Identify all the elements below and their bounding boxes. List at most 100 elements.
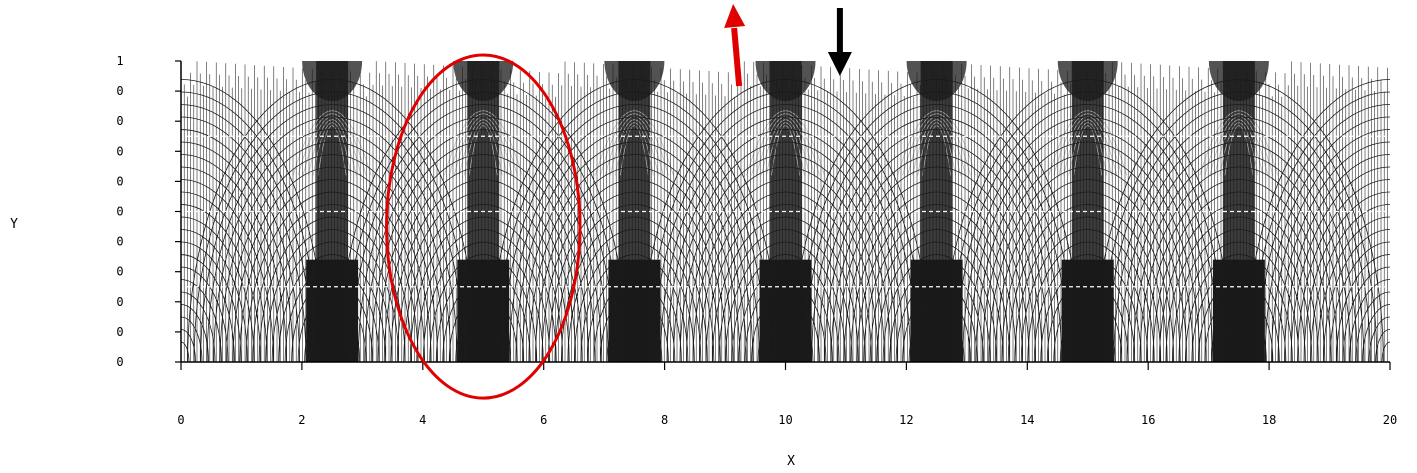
y-tick-label: 0	[116, 144, 123, 158]
x-tick-label: 20	[1383, 413, 1397, 427]
contour-line	[1355, 291, 1390, 362]
contour-line	[181, 291, 216, 362]
contour-line	[1033, 254, 1142, 362]
contour-arc	[1053, 113, 1123, 176]
contour-layer	[181, 61, 1390, 362]
contour-line	[429, 254, 538, 362]
contour-line	[547, 191, 721, 362]
contour-line	[751, 291, 820, 362]
contour-line	[856, 204, 1017, 362]
x-axis-ticks: 0 2 4 6 8 10 12 14 16 18 20	[177, 362, 1397, 427]
y-tick-label: 1	[116, 54, 123, 68]
y-axis-ticks: 0 0 0 0 0 0 0 0 0 0 1	[116, 54, 181, 369]
contour-line	[1132, 154, 1345, 362]
y-tick-label: 0	[116, 325, 123, 339]
contour-line	[1368, 316, 1390, 362]
contour-line	[528, 154, 741, 362]
contour-line	[1001, 191, 1175, 362]
contour-line	[442, 279, 525, 362]
contour-line	[1271, 129, 1390, 362]
contour-line	[181, 341, 190, 362]
contour-line	[955, 104, 1220, 362]
dark-column-cap	[755, 61, 816, 101]
contour-line	[422, 241, 544, 362]
contour-line	[660, 116, 911, 362]
contour-line	[370, 141, 596, 362]
contour-line	[344, 91, 622, 362]
contour-line	[181, 266, 229, 362]
contour-line	[757, 304, 814, 362]
contour-line	[1329, 241, 1390, 362]
contour-line	[908, 304, 965, 362]
contour-line	[1284, 154, 1390, 362]
contour-line	[508, 116, 760, 362]
contour-line	[1310, 204, 1390, 362]
contour-line	[351, 104, 616, 362]
contour-line	[599, 291, 669, 362]
contour-arc	[1199, 110, 1279, 176]
contour-line	[310, 316, 354, 362]
contour-line	[284, 266, 380, 362]
contour-line	[1230, 341, 1248, 362]
contour-line	[181, 241, 242, 362]
contour-line	[181, 166, 281, 362]
contour-line	[817, 129, 1056, 362]
contour-line	[981, 154, 1194, 362]
contour-line	[843, 179, 1030, 362]
y-tick-label: 0	[116, 84, 123, 98]
x-tick-label: 4	[419, 413, 426, 427]
contour-line	[612, 316, 656, 362]
y-tick-label: 0	[116, 265, 123, 279]
contour-line	[1316, 216, 1390, 362]
contour-line	[297, 291, 367, 362]
x-axis-title: X	[787, 454, 795, 469]
contour-line	[1040, 266, 1136, 362]
y-tick-label: 0	[116, 205, 123, 219]
y-tick-label: 0	[116, 295, 123, 309]
contour-line	[777, 341, 794, 362]
contour-line	[725, 241, 846, 362]
contour-line	[1375, 329, 1390, 362]
x-tick-label: 16	[1141, 413, 1155, 427]
contour-line	[181, 179, 274, 362]
contour-line	[895, 279, 978, 362]
contour-line	[1277, 141, 1390, 362]
contour-arc	[443, 110, 523, 176]
contour-line	[1059, 304, 1116, 362]
contour-line	[1158, 204, 1319, 362]
x-tick-label: 12	[899, 413, 913, 427]
y-tick-label: 0	[116, 235, 123, 249]
contour-line	[1126, 141, 1352, 362]
contour-arc	[297, 113, 367, 176]
contour-line	[1093, 79, 1384, 362]
contour-line	[942, 79, 1233, 362]
highlight-ellipse	[385, 53, 582, 400]
contour-line	[949, 91, 1227, 362]
contour-line	[1342, 266, 1390, 362]
contour-arc	[1204, 113, 1274, 176]
contour-line	[206, 116, 458, 362]
contour-line	[1053, 291, 1123, 362]
contour-line	[1197, 279, 1280, 362]
contour-line	[567, 229, 702, 362]
contour-line	[1323, 229, 1390, 362]
contour-line	[489, 79, 780, 362]
contour-line	[586, 266, 682, 362]
contour-line	[181, 191, 268, 362]
x-tick-label: 0	[177, 413, 184, 427]
contour-line	[1191, 266, 1287, 362]
contour-line	[718, 229, 853, 362]
contour-line	[962, 116, 1214, 362]
contour-line	[1217, 316, 1261, 362]
contour-line	[1007, 204, 1168, 362]
contour-line	[181, 229, 248, 362]
dark-column-cap	[1208, 61, 1269, 101]
contour-line	[1251, 91, 1390, 362]
contour-line	[495, 91, 773, 362]
contour-line	[798, 91, 1076, 362]
contour-line	[1106, 104, 1371, 362]
contour-line	[580, 254, 689, 362]
x-tick-label: 6	[540, 413, 547, 427]
contour-line	[1349, 279, 1390, 362]
contour-arc	[1063, 119, 1113, 176]
